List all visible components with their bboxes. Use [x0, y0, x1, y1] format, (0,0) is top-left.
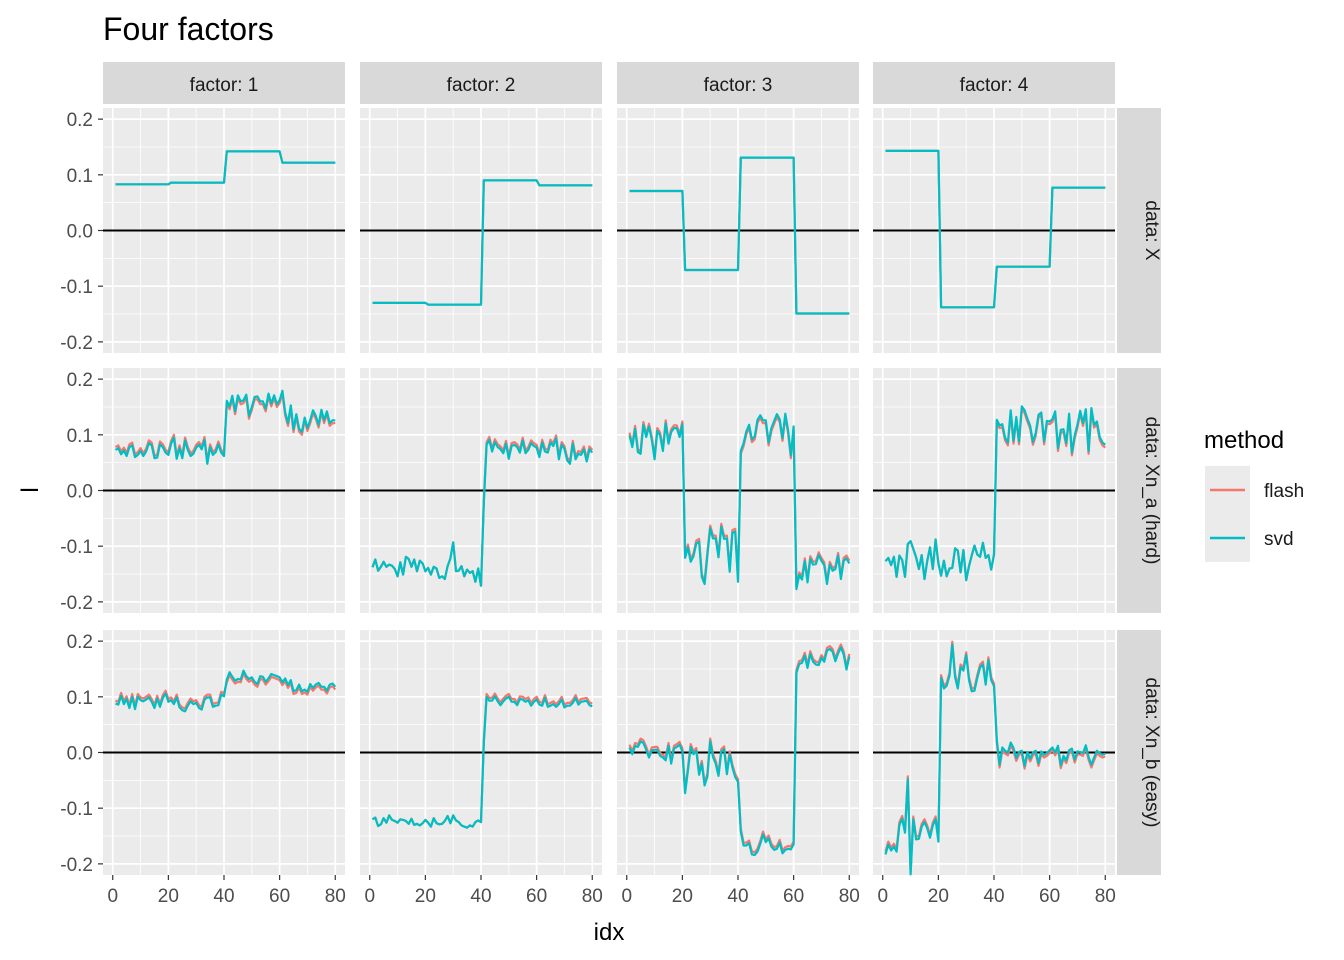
x-axis-label: idx — [594, 919, 625, 946]
line-svd-r3c4 — [884, 643, 1106, 876]
x-tick-label: 40 — [470, 886, 491, 907]
facet-strip-col-label-3: factor: 3 — [704, 75, 773, 96]
legend-label-svd: svd — [1264, 529, 1294, 550]
chart-title: Four factors — [103, 11, 274, 47]
x-tick-label: 0 — [621, 886, 632, 907]
y-tick-label: -0.2 — [60, 333, 93, 354]
x-tick-label: 60 — [269, 886, 290, 907]
y-tick-label: 0.2 — [67, 632, 93, 653]
x-tick-label: 60 — [526, 886, 547, 907]
x-tick-label: 0 — [364, 886, 375, 907]
facet-grid: factor: 1 factor: 2 factor: 3 factor: 4 data… — [60, 62, 1162, 907]
facet-strip-row-1 — [1117, 108, 1161, 353]
y-tick-label: 0.0 — [67, 222, 93, 243]
x-tick-label: 0 — [107, 886, 118, 907]
x-tick-label: 80 — [582, 886, 603, 907]
facet-strip-col-1 — [103, 62, 345, 104]
line-svd-r1c2 — [372, 179, 593, 306]
facet-strip-col-label-1: factor: 1 — [190, 75, 259, 96]
line-svd-r2c3 — [628, 412, 851, 591]
x-tick-label: 80 — [325, 886, 346, 907]
x-tick-label: 40 — [983, 886, 1004, 907]
x-tick-label: 80 — [839, 886, 860, 907]
legend-label-flash: flash — [1264, 481, 1304, 502]
facet-strip-row-label-3: data: Xn_b (easy) — [1141, 678, 1162, 828]
x-tick-label: 60 — [783, 886, 804, 907]
facet-strip-row-2 — [1117, 368, 1161, 613]
line-svd-r1c4 — [885, 149, 1106, 309]
facet-strip-col-3 — [617, 62, 859, 104]
facet-strip-col-4 — [873, 62, 1115, 104]
x-tick-label: 80 — [1095, 886, 1116, 907]
facet-strip-row-label-1: data: X — [1141, 200, 1162, 261]
line-svd-r2c4 — [884, 405, 1106, 582]
y-axis-label: l — [17, 487, 44, 492]
line-svd-r1c3 — [629, 156, 850, 315]
legend-title: method — [1204, 427, 1284, 454]
legend: method flash svd — [1204, 427, 1304, 562]
y-tick-label: 0.2 — [67, 370, 93, 391]
x-tick-label: 0 — [877, 886, 888, 907]
line-svd-r1c1 — [115, 150, 336, 186]
line-svd-r2c1 — [114, 389, 336, 465]
y-tick-label: -0.1 — [60, 799, 93, 820]
x-tick-label: 20 — [415, 886, 436, 907]
y-tick-label: 0.1 — [67, 426, 93, 447]
y-tick-label: -0.1 — [60, 277, 93, 298]
line-svd-r2c2 — [371, 437, 594, 587]
y-tick-label: -0.2 — [60, 593, 93, 614]
facet-strip-col-label-4: factor: 4 — [960, 75, 1029, 96]
line-svd-r3c3 — [628, 646, 851, 857]
y-tick-label: 0.0 — [67, 482, 93, 503]
line-svd-r3c1 — [115, 669, 337, 713]
line-svd-r3c2 — [371, 695, 593, 829]
y-tick-label: -0.2 — [60, 855, 93, 876]
y-tick-label: 0.0 — [67, 744, 93, 765]
x-tick-label: 60 — [1039, 886, 1060, 907]
y-tick-label: 0.1 — [67, 688, 93, 709]
x-tick-label: 20 — [928, 886, 949, 907]
x-tick-label: 20 — [158, 886, 179, 907]
facet-strip-row-3 — [1117, 630, 1161, 875]
x-tick-label: 40 — [727, 886, 748, 907]
facet-strip-row-label-2: data: Xn_a (hard) — [1141, 417, 1162, 565]
y-tick-label: -0.1 — [60, 537, 93, 558]
x-tick-label: 40 — [213, 886, 234, 907]
y-tick-label: 0.2 — [67, 110, 93, 131]
facet-strip-col-label-2: factor: 2 — [447, 75, 516, 96]
facet-strip-col-2 — [360, 62, 602, 104]
x-tick-label: 20 — [672, 886, 693, 907]
y-tick-label: 0.1 — [67, 166, 93, 187]
